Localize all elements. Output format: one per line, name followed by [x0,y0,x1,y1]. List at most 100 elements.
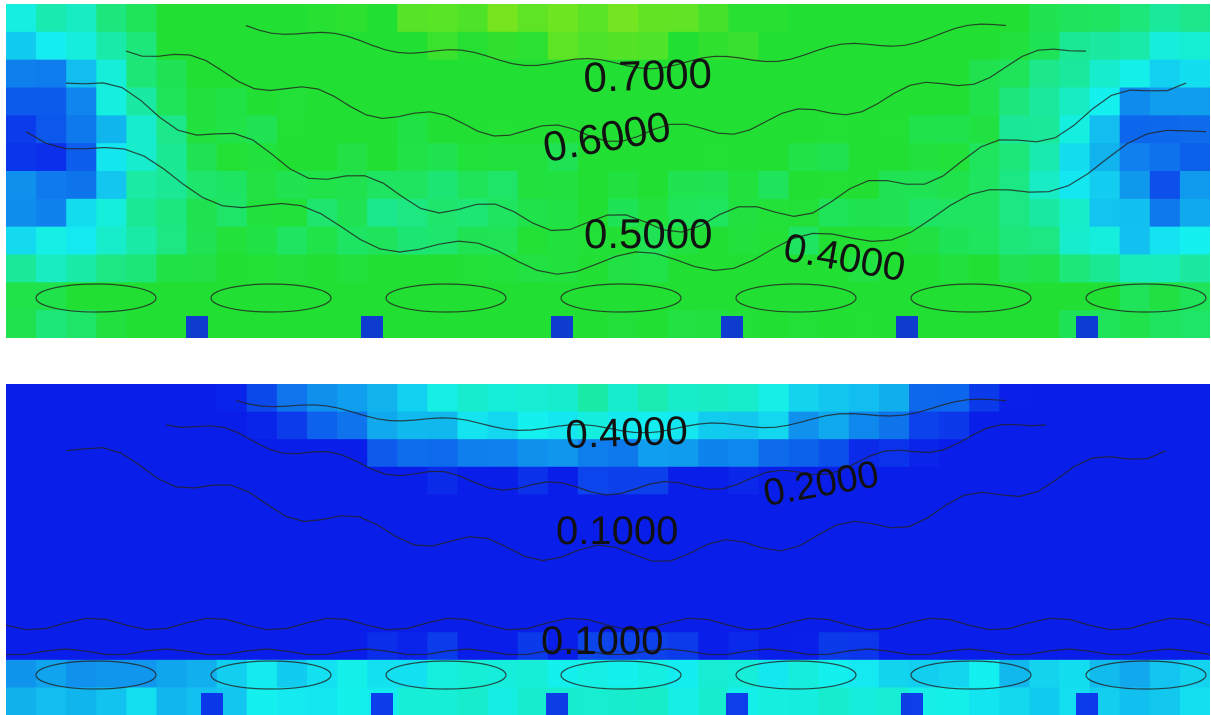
heatmap-cell [788,577,820,606]
heatmap-cell [909,549,940,578]
heatmap-cell [939,31,970,61]
heatmap-cell [909,226,940,256]
heatmap-cell [216,549,248,578]
heatmap-cell [1119,659,1151,689]
heatmap-cell [517,282,549,311]
heatmap-cell [337,198,368,228]
heatmap-cell [577,59,609,89]
heatmap-cell [276,604,308,633]
heatmap-cell [397,59,428,89]
heatmap-cell [517,384,549,413]
heatmap-cell [638,59,669,89]
heatmap-cell [577,439,609,468]
heatmap-cell [1179,310,1210,338]
heatmap-cell [1059,466,1091,495]
heatmap-cell [728,632,760,661]
heatmap-cell [487,115,519,144]
heatmap-cell [1029,521,1061,551]
heatmap-cell [397,577,428,606]
heatmap-cell [1119,198,1151,228]
heatmap-cell [969,687,1000,715]
heatmap-cell [66,439,97,468]
heatmap-cell [156,282,188,311]
heatmap-cell [878,659,910,689]
heatmap-cell [427,549,459,578]
heatmap-cell [999,577,1030,606]
heatmap-cell [276,687,308,715]
heatmap-cell [126,549,158,578]
heatmap-cell [939,494,970,523]
heatmap-cell [909,87,940,116]
heatmap-cell [878,439,910,468]
heatmap-cell [367,31,398,61]
heatmap-cell [36,198,67,228]
heatmap-cell [337,521,368,551]
heatmap-cell [307,226,338,256]
heatmap-cell [156,226,188,256]
heatmap-cell [307,521,338,551]
heatmap-cell [547,466,579,495]
heatmap-cell [818,632,850,661]
heatmap-cell [939,521,970,551]
heatmap-cell [698,384,729,413]
heatmap-cell [999,143,1030,172]
heatmap-cell [848,384,880,413]
heatmap-cell [457,198,489,228]
heatmap-cell [939,115,970,144]
heatmap-cell [126,143,158,172]
heatmap-cell [728,198,760,228]
heatmap-cell [367,439,398,468]
heatmap-cell [246,87,278,116]
heatmap-cell [36,31,67,61]
heatmap-cell [758,254,790,283]
heatmap-cell [728,31,760,61]
heatmap-cell [6,310,37,338]
heatmap-cell [698,494,729,523]
heatmap-cell [246,254,278,283]
heatmap-cell [1149,494,1181,523]
heatmap-cell [66,466,97,495]
heatmap-cell [1089,659,1121,689]
edge-marker [1076,693,1098,715]
heatmap-cell [96,171,127,200]
heatmap-cell [999,282,1030,311]
heatmap-cell [1119,494,1151,523]
heatmap-cell [36,466,67,495]
heatmap-cell [216,198,248,228]
heatmap-cell [1089,87,1121,116]
heatmap-cell [246,59,278,89]
heatmap-cell [638,439,669,468]
heatmap-cell [878,198,910,228]
heatmap-cell [517,31,549,61]
heatmap-cell [457,310,489,338]
heatmap-cell [337,659,368,689]
heatmap-cell [668,282,699,311]
heatmap-cell [1029,143,1061,172]
heatmap-cell [1179,466,1210,495]
heatmap-cell [758,384,790,413]
heatmap-cell [186,282,218,311]
heatmap-cell [186,226,218,256]
heatmap-cell [1059,632,1091,661]
contour-line [245,23,1007,70]
heatmap-cell [547,521,579,551]
heatmap-cell [427,384,459,413]
heatmap-cell [186,115,218,144]
heatmap-cell [969,466,1000,495]
heatmap-cell [969,310,1000,338]
heatmap-cell [1089,632,1121,661]
heatmap-cell [758,59,790,89]
heatmap-cell [1029,171,1061,200]
heatmap-cell [276,59,308,89]
heatmap-cell [878,549,910,578]
heatmap-cell [487,59,519,89]
heatmap-cell [728,4,760,33]
heatmap-cell [1149,411,1181,440]
heatmap-cell [698,687,729,715]
heatmap-cell [878,143,910,172]
heatmap-cell [186,87,218,116]
heatmap-cell [848,577,880,606]
heatmap-cell [1119,549,1151,578]
heatmap-cell [66,549,97,578]
